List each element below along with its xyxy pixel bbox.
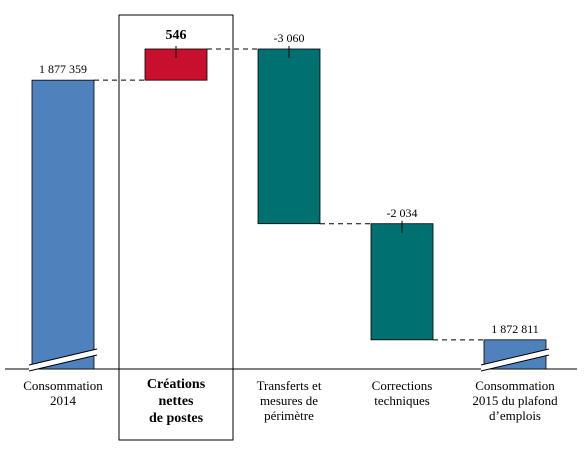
category-label-0: Consommation 2014 [23,378,103,408]
axis-break-line-b-0 [28,354,98,372]
value-label-1: 546 [165,28,187,43]
axis-break-line-a-0 [28,348,98,366]
axis-break-line-b-4 [480,354,550,372]
axis-break-0 [29,349,97,371]
value-label-0: 1 877 359 [39,62,87,77]
value-label-4: 1 872 811 [491,321,539,336]
bar-0 [31,79,95,370]
category-label-3: Corrections techniques [371,378,433,408]
category-label-2: Transferts et mesures de périmètre [256,378,322,423]
value-label-3: -2 034 [386,205,418,220]
value-label-2: -3 060 [273,31,305,45]
category-label-4: Consommation 2015 du plafond d’emplois [472,378,558,423]
axis-break-line-a-4 [480,348,550,366]
bar-2 [257,48,321,225]
highlight-box [118,14,234,441]
axis-break-4 [481,349,549,371]
category-label-1: Créations nettes de postes [146,377,206,426]
bar-3 [370,223,434,341]
